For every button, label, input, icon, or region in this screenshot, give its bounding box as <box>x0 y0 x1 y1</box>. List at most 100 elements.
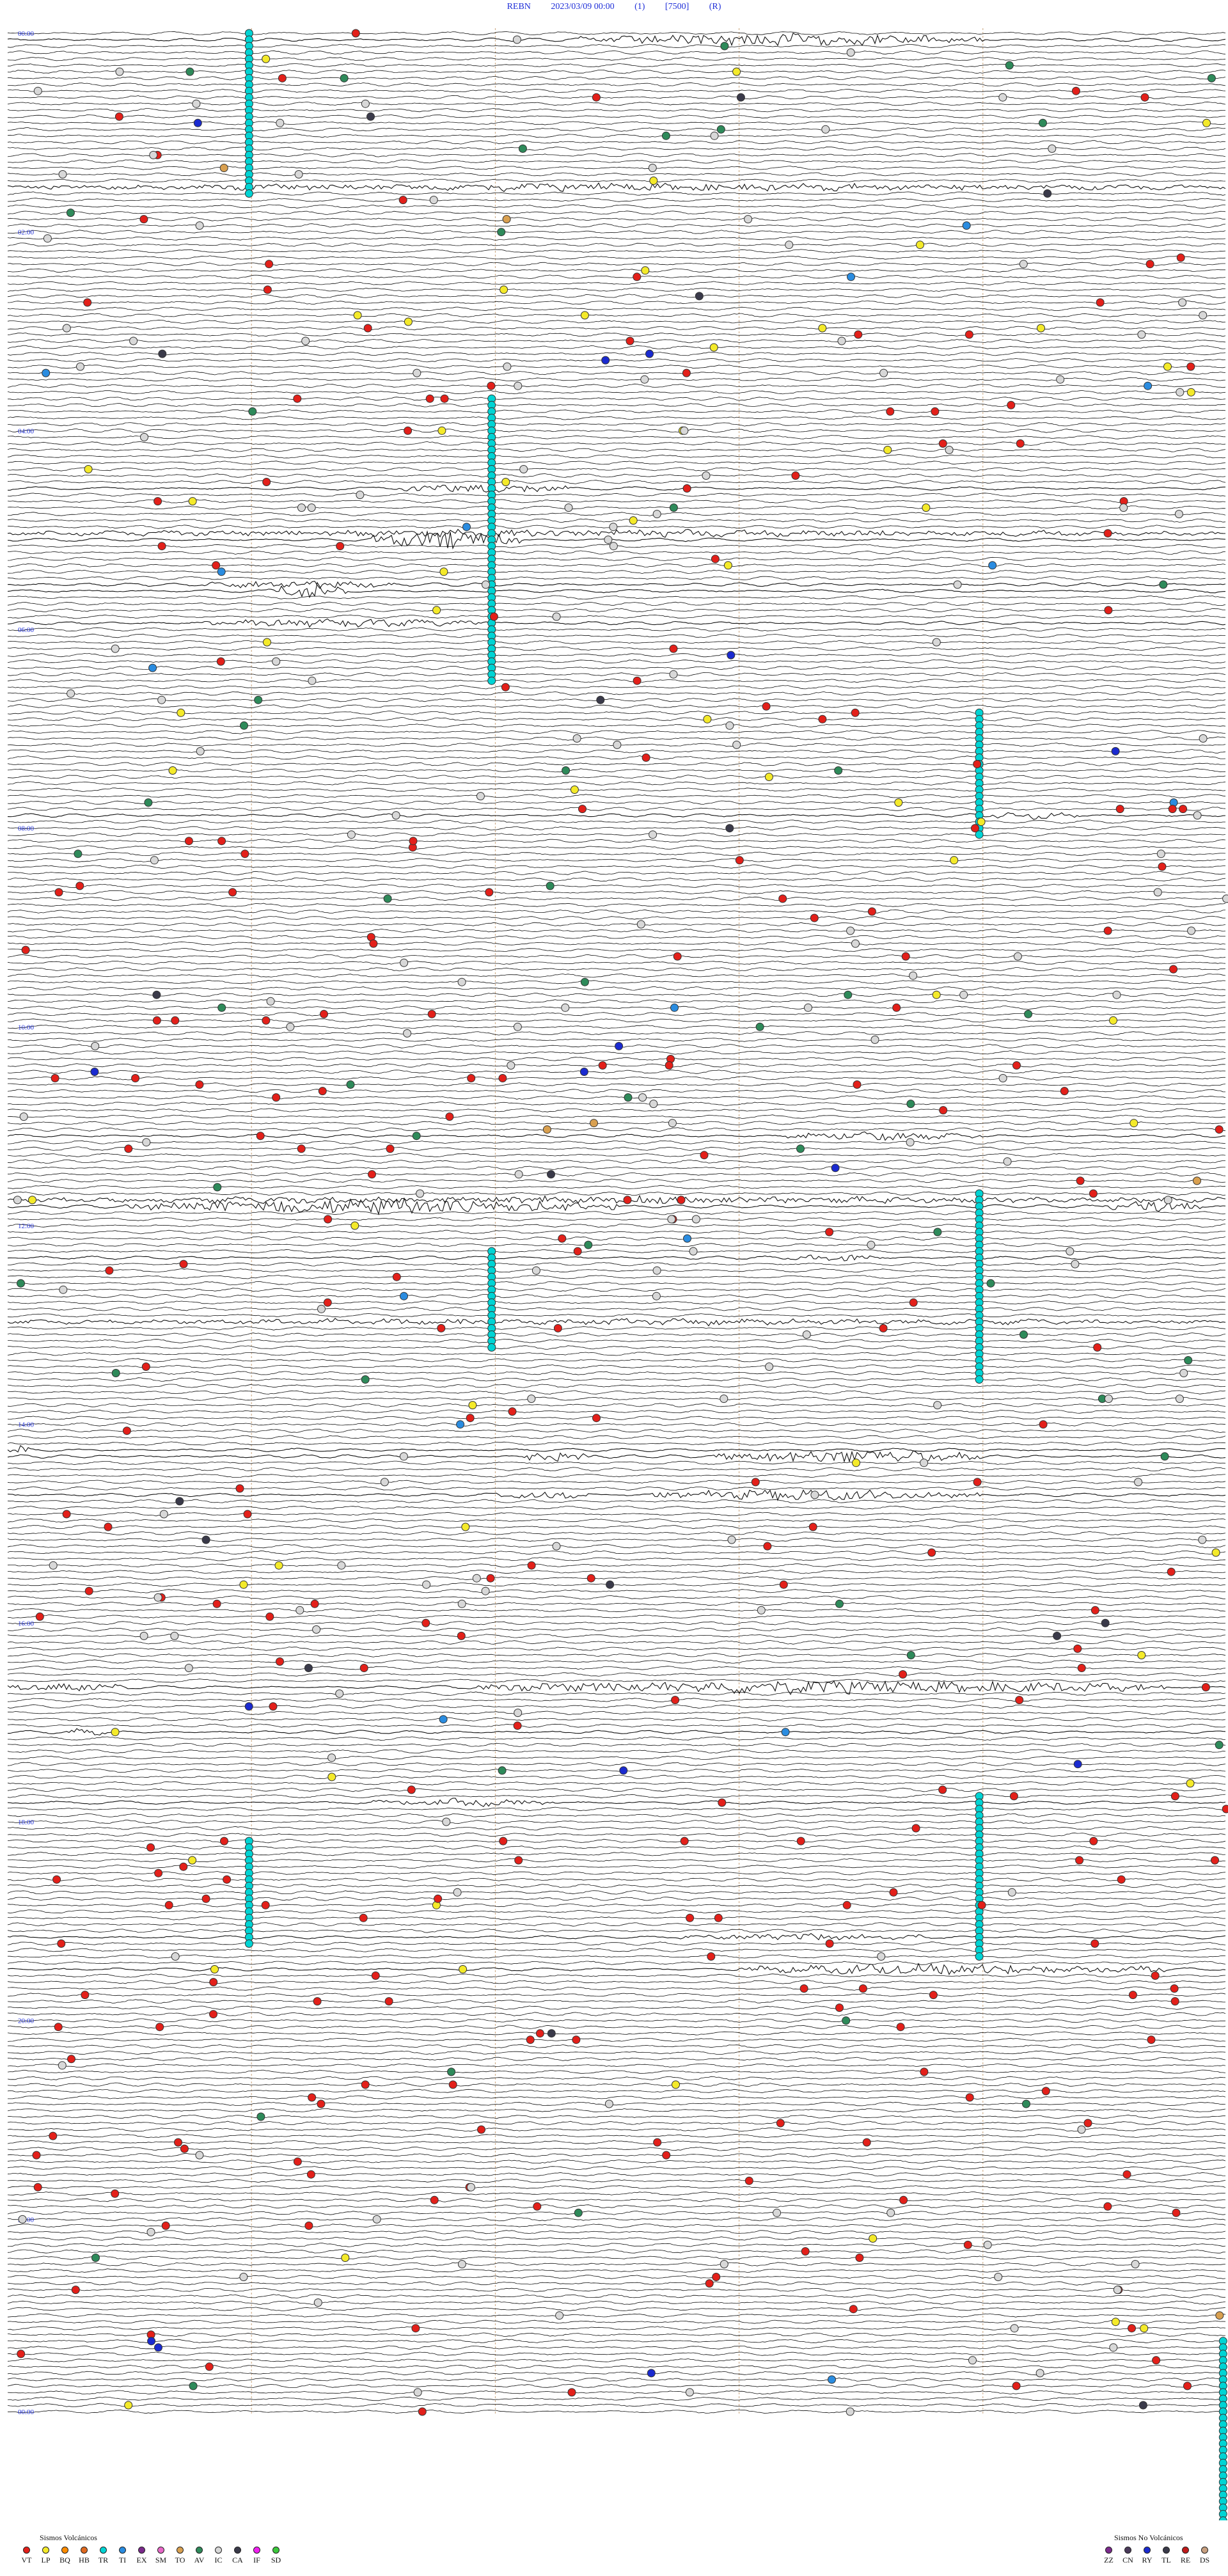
event-marker <box>179 1862 188 1871</box>
seismic-trace <box>7 1159 1225 1164</box>
event-marker <box>144 798 153 807</box>
event-marker <box>439 1715 448 1724</box>
event-marker <box>527 1561 536 1570</box>
event-marker <box>1096 298 1105 307</box>
seismic-trace <box>7 1063 1226 1068</box>
event-marker <box>1111 747 1120 755</box>
event-marker <box>276 118 285 127</box>
seismic-trace <box>7 326 1226 331</box>
seismic-trace <box>7 2288 1226 2292</box>
event-marker <box>727 1535 736 1544</box>
seismic-trace <box>7 2332 1226 2337</box>
legend-marker-icon <box>119 2547 126 2554</box>
event-marker <box>171 1952 180 1961</box>
seismic-trace <box>7 262 1225 266</box>
event-marker <box>590 1119 598 1128</box>
event-marker <box>1211 1548 1220 1557</box>
seismic-trace <box>7 1941 1226 1946</box>
event-marker <box>1007 1888 1016 1897</box>
event-marker <box>324 1215 333 1224</box>
event-marker <box>821 125 830 134</box>
seismic-trace <box>7 864 1226 869</box>
event-marker <box>712 2273 721 2281</box>
event-marker <box>212 1599 221 1608</box>
seismic-trace <box>7 2275 1226 2279</box>
legend-item-ic: IC <box>210 2547 227 2565</box>
seismic-trace <box>7 2089 1226 2094</box>
event-marker <box>262 478 271 486</box>
event-marker <box>111 644 120 653</box>
event-marker <box>514 1170 523 1179</box>
event-marker <box>74 849 83 858</box>
event-marker <box>1041 2087 1050 2096</box>
event-marker <box>429 196 438 205</box>
event-marker <box>439 567 448 576</box>
seismic-trace <box>7 2262 1226 2266</box>
seismic-trace <box>7 1197 1226 1216</box>
seismic-trace <box>7 672 1226 677</box>
event-marker <box>892 1003 901 1012</box>
seismic-trace <box>7 429 1226 433</box>
event-marker <box>886 407 895 416</box>
event-marker <box>835 1599 844 1608</box>
seismic-trace <box>7 1185 1226 1189</box>
seismic-trace <box>7 973 1226 978</box>
event-marker <box>1122 2170 1131 2179</box>
seismic-trace <box>8 1858 1226 1863</box>
volcanic-legend-items: VT LP BQ HB TR TI EX SM TO AV IC CA IF SD <box>18 2547 285 2565</box>
event-marker <box>778 894 787 903</box>
seismic-trace <box>8 1082 1226 1087</box>
event-marker <box>851 939 860 948</box>
seismic-trace <box>7 954 1226 959</box>
event-marker <box>195 1080 204 1089</box>
seismic-trace <box>7 960 1226 965</box>
seismic-trace <box>7 2230 1226 2234</box>
event-marker <box>413 2388 422 2397</box>
seismic-trace <box>7 691 1226 696</box>
seismic-trace <box>7 1932 1226 1941</box>
event-marker <box>437 426 446 435</box>
event-marker <box>977 818 986 826</box>
event-marker <box>71 2286 80 2295</box>
seismic-trace <box>7 1070 1226 1074</box>
seismic-trace <box>7 1300 1226 1305</box>
legend-code: ZZ <box>1104 2556 1114 2564</box>
seismic-trace <box>7 1659 1226 1664</box>
event-marker <box>1193 811 1202 820</box>
event-marker <box>263 638 271 647</box>
event-marker <box>306 2170 315 2179</box>
event-marker <box>799 1984 808 1993</box>
seismic-trace <box>7 287 1226 292</box>
seismic-trace <box>7 730 1226 734</box>
seismic-trace <box>7 383 1226 388</box>
legend-marker-icon <box>196 2547 203 2554</box>
event-marker <box>1101 1618 1110 1627</box>
event-marker <box>1169 965 1178 974</box>
event-marker <box>351 29 360 38</box>
event-marker <box>487 381 496 390</box>
event-marker <box>386 1144 395 1153</box>
event-marker <box>184 1664 193 1672</box>
event-marker <box>1153 888 1162 897</box>
event-marker <box>649 830 657 839</box>
event-marker <box>920 1458 929 1467</box>
event-marker <box>574 2208 583 2217</box>
gain-value: [7500] <box>665 2 689 12</box>
event-marker <box>193 118 202 127</box>
event-marker <box>846 2407 854 2416</box>
event-marker <box>711 555 720 564</box>
station-code: REBN <box>507 2 531 12</box>
event-marker <box>304 2221 313 2230</box>
seismic-trace <box>7 1627 1226 1632</box>
event-marker <box>1112 990 1121 999</box>
event-marker <box>732 67 741 76</box>
seismic-trace <box>7 1728 1226 1735</box>
event-marker <box>33 2183 42 2192</box>
event-marker <box>83 298 92 307</box>
event-marker <box>403 1029 412 1038</box>
seismic-trace <box>7 1787 1226 1792</box>
seismic-trace <box>7 1261 1226 1267</box>
event-marker <box>1019 1330 1028 1339</box>
seismic-trace <box>7 1845 1226 1850</box>
event-marker <box>986 1279 995 1288</box>
